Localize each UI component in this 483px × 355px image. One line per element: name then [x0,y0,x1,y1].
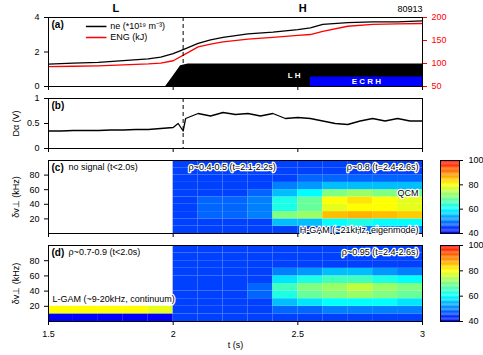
svg-text:20: 20 [29,301,39,311]
svg-text:ne (*10¹⁹ m⁻³): ne (*10¹⁹ m⁻³) [110,21,165,31]
svg-text:80: 80 [469,266,479,276]
svg-text:200: 200 [432,12,447,22]
svg-text:ENG (kJ): ENG (kJ) [110,32,147,42]
svg-text:4: 4 [34,12,39,22]
svg-text:ρ~0.4-0.5 (t=2.1-2.2s): ρ~0.4-0.5 (t=2.1-2.2s) [189,162,276,172]
svg-text:1.5: 1.5 [42,329,55,339]
svg-text:ρ~0.7-0.9 (t<2.0s): ρ~0.7-0.9 (t<2.0s) [69,247,141,257]
svg-text:80: 80 [29,170,39,180]
svg-text:ρ~0.95 (t=2.4-2.6s): ρ~0.95 (t=2.4-2.6s) [342,247,419,257]
svg-text:100: 100 [469,155,483,165]
svg-text:80: 80 [29,256,39,266]
svg-text:H: H [299,2,307,14]
svg-text:ρ~0.8 (t=2.4-2.6s): ρ~0.8 (t=2.4-2.6s) [347,162,419,172]
svg-text:60: 60 [29,271,39,281]
svg-text:0: 0 [34,143,39,153]
svg-text:2: 2 [34,47,39,57]
svg-text:δv⊥ (kHz): δv⊥ (kHz) [11,176,21,218]
svg-text:80: 80 [469,180,479,190]
svg-text:0: 0 [34,81,39,91]
svg-text:40: 40 [469,316,479,326]
svg-text:60: 60 [469,291,479,301]
svg-text:60: 60 [469,204,479,214]
svg-text:Dα (V): Dα (V) [11,110,21,136]
svg-text:20: 20 [29,214,39,224]
svg-text:δv⊥ (kHz): δv⊥ (kHz) [11,263,21,305]
svg-text:L: L [112,2,119,14]
svg-text:2: 2 [171,329,176,339]
svg-text:L-GAM (~9-20kHz, continuum): L-GAM (~9-20kHz, continuum) [53,294,175,304]
svg-text:no signal (t<2.0s): no signal (t<2.0s) [69,162,138,172]
svg-text:40: 40 [469,228,479,238]
svg-text:40: 40 [29,199,39,209]
svg-text:80913: 80913 [397,4,422,14]
svg-text:H-GAM (~21kHz, eigenmode): H-GAM (~21kHz, eigenmode) [300,225,419,235]
svg-text:(b): (b) [52,100,65,111]
svg-text:QCM: QCM [398,188,419,198]
svg-text:(d): (d) [52,247,65,258]
svg-text:60: 60 [29,185,39,195]
svg-text:2.5: 2.5 [292,329,305,339]
svg-text:0.5: 0.5 [27,118,40,128]
svg-text:L H: L H [288,71,301,80]
svg-text:3: 3 [420,329,425,339]
svg-text:100: 100 [469,240,483,250]
svg-text:150: 150 [432,35,447,45]
svg-text:50: 50 [432,81,442,91]
svg-text:E C R H: E C R H [352,77,382,86]
svg-text:(c): (c) [52,162,64,173]
svg-text:40: 40 [29,286,39,296]
svg-text:t (s): t (s) [228,340,244,350]
svg-text:(a): (a) [52,19,64,30]
svg-text:100: 100 [432,58,447,68]
svg-text:1: 1 [34,93,39,103]
